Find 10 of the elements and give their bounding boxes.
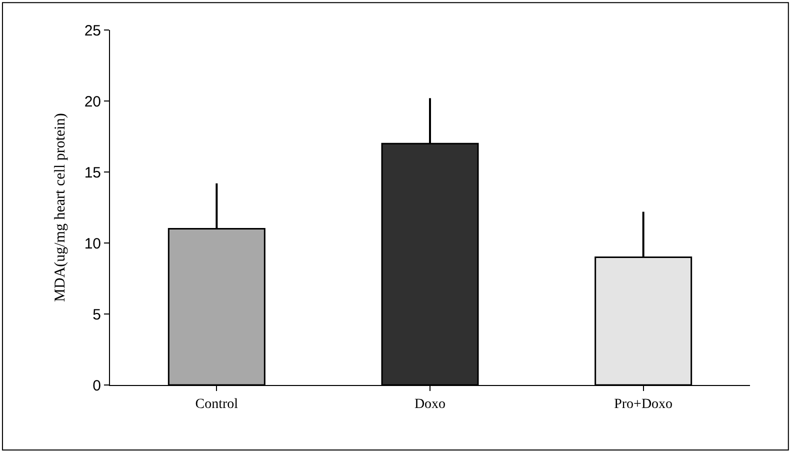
y-tick-label: 25 xyxy=(84,22,101,40)
y-axis-title: MDA(ug/mg heart cell protein) xyxy=(52,113,69,302)
x-tick-label: Control xyxy=(195,396,238,412)
y-tick-label: 0 xyxy=(92,377,101,394)
y-tick-label: 5 xyxy=(92,306,101,324)
x-tick-label: Doxo xyxy=(414,396,446,412)
y-tick-label: 20 xyxy=(84,93,101,110)
y-tick-label: 15 xyxy=(84,164,101,182)
x-tick-label: Pro+Doxo xyxy=(614,396,673,412)
y-tick-label: 10 xyxy=(84,235,101,252)
